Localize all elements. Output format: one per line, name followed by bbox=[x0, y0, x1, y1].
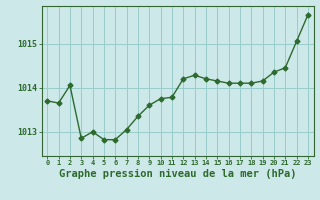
X-axis label: Graphe pression niveau de la mer (hPa): Graphe pression niveau de la mer (hPa) bbox=[59, 169, 296, 179]
